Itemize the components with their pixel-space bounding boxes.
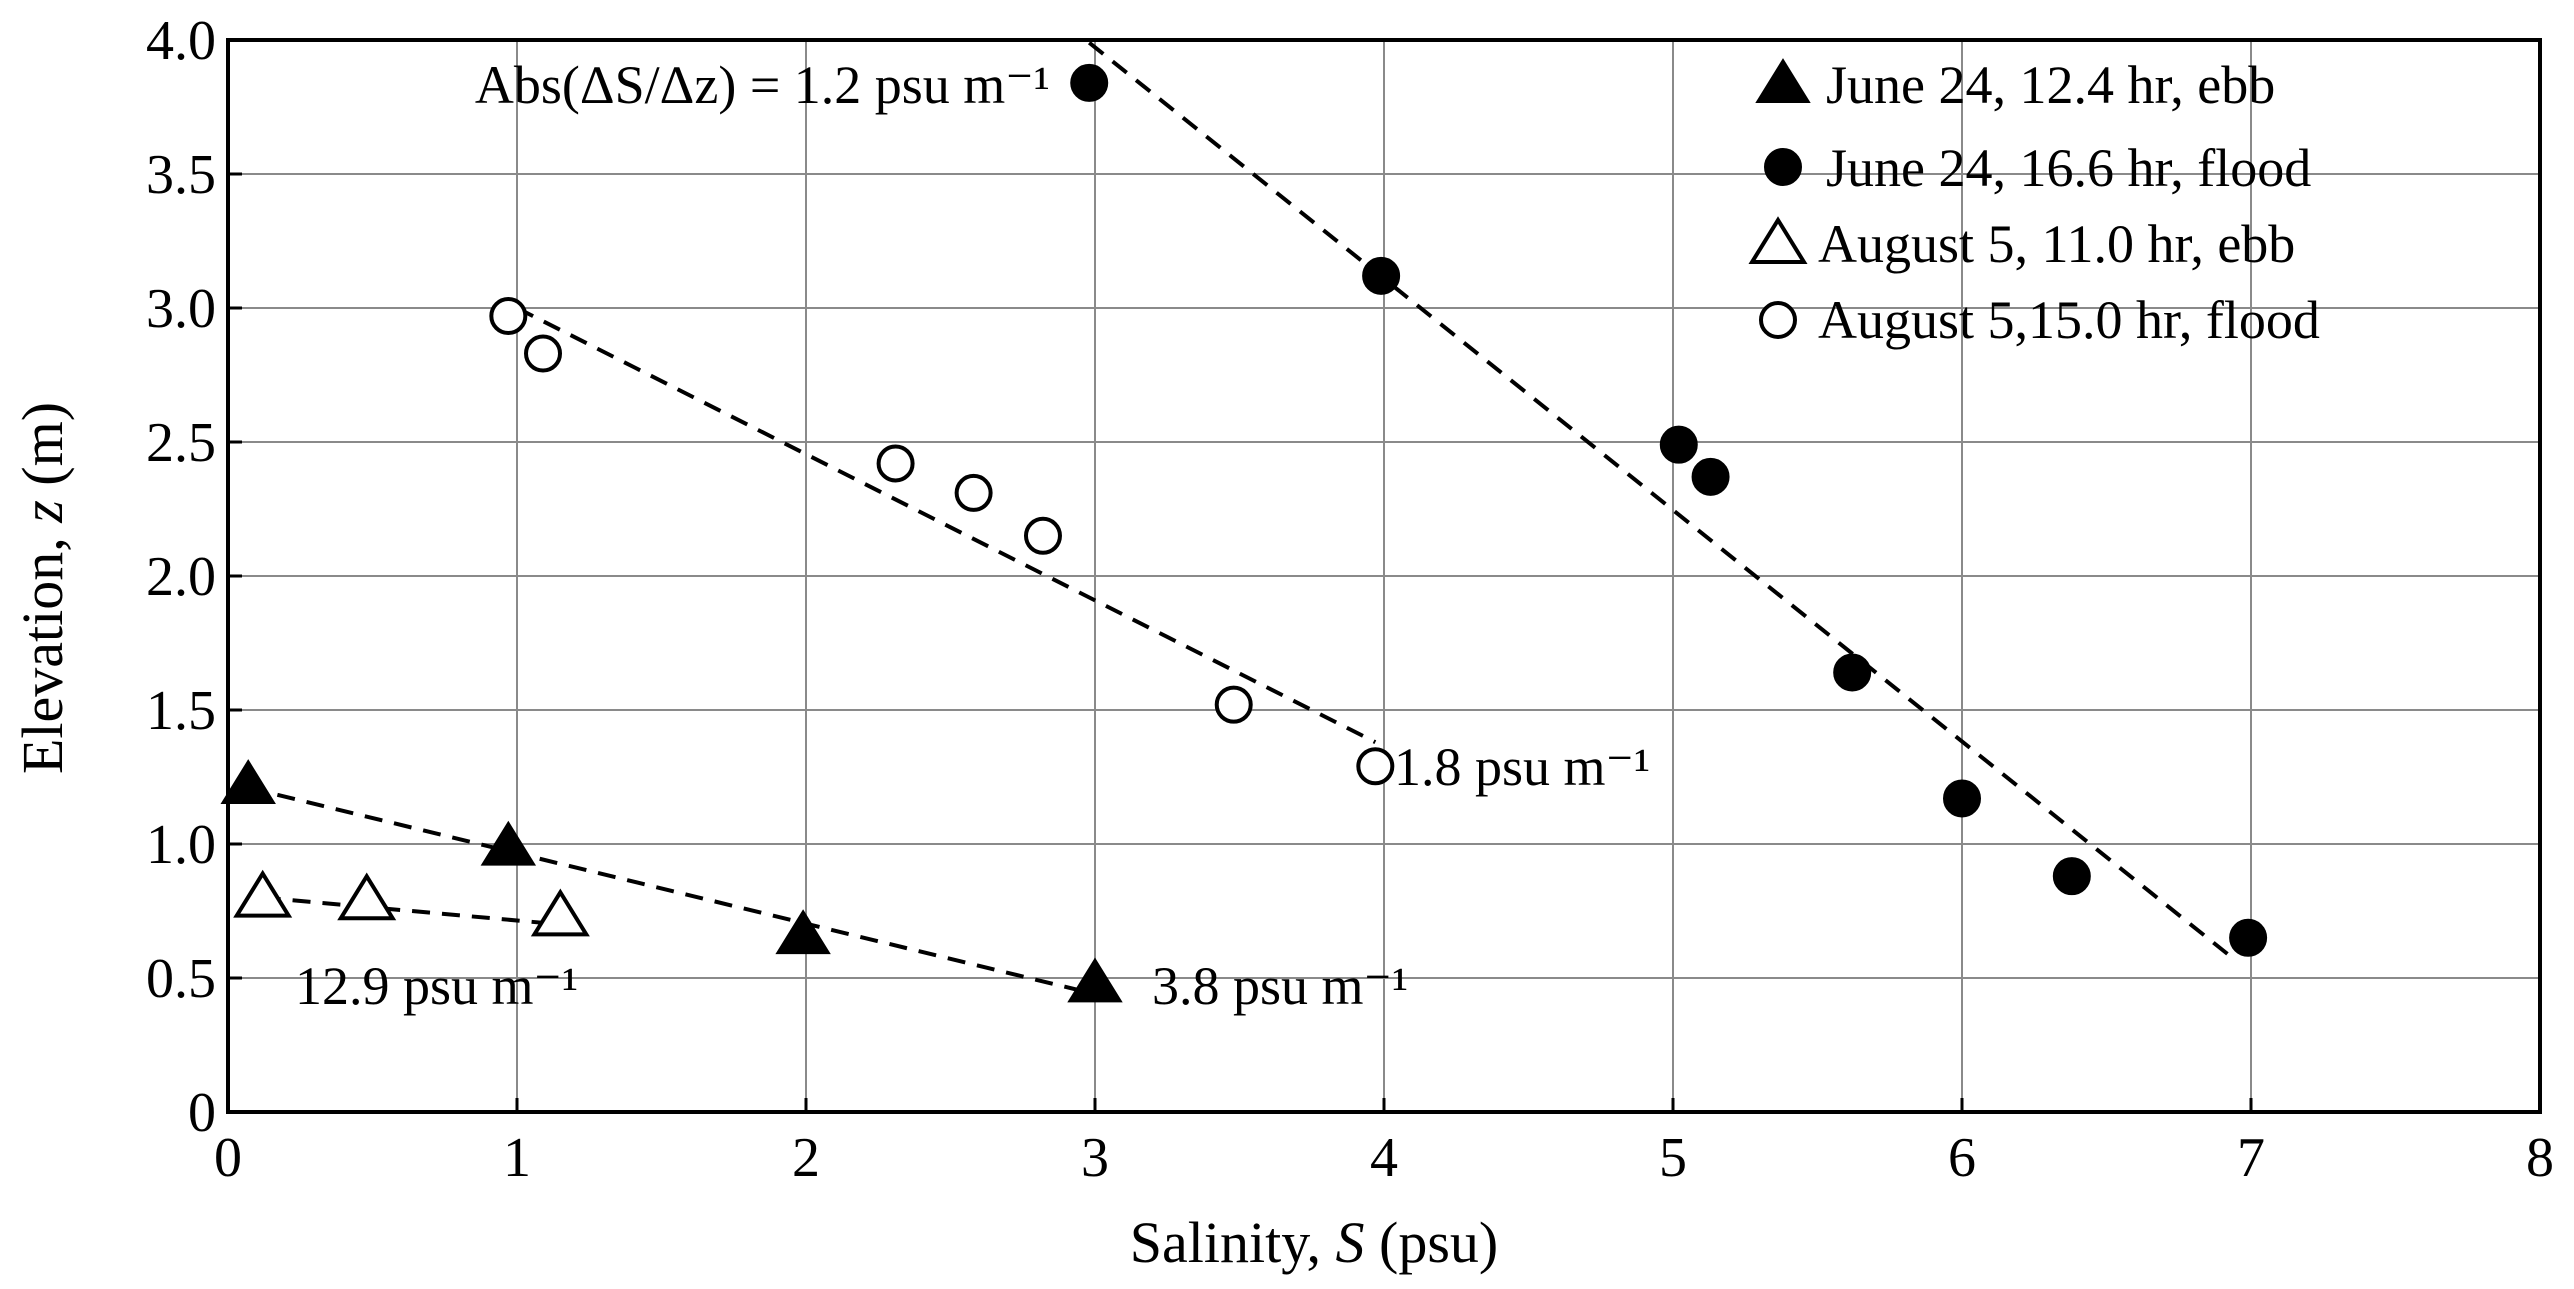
- fit-line-june24-flood: [1087, 41, 2233, 959]
- legend-label-aug5-flood: August 5,15.0 hr, flood: [1818, 290, 2320, 350]
- gradient-label-aug5-flood: 1.8 psu m⁻¹: [1394, 737, 1650, 797]
- point-june24-ebb: [775, 909, 831, 955]
- gradient-label-june24-flood: Abs(ΔS/Δz) = 1.2 psu m⁻¹: [475, 55, 1050, 115]
- y-tick-label: 3.5: [146, 144, 216, 206]
- point-june24-flood: [1943, 779, 1981, 818]
- point-aug5-flood: [876, 444, 915, 483]
- x-tick-label: 8: [2526, 1127, 2554, 1189]
- point-june24-ebb: [1067, 957, 1123, 1003]
- y-tick-label: 2.0: [146, 546, 216, 608]
- y-axis-title: Elevation, z (m): [10, 402, 75, 774]
- point-aug5-flood: [1214, 685, 1253, 724]
- point-june24-flood: [1833, 653, 1872, 692]
- legend-symbol-june24-flood: [1764, 148, 1802, 186]
- legend-symbol-june24-ebb: [1755, 58, 1811, 103]
- fit-line-aug5-flood: [516, 306, 1377, 744]
- gradient-label-aug5-ebb: 12.9 psu m⁻¹: [295, 956, 578, 1016]
- legend-label-june24-ebb: June 24, 12.4 hr, ebb: [1826, 55, 2275, 115]
- x-tick-label: 3: [1081, 1127, 1109, 1189]
- y-tick-label: 2.5: [146, 412, 216, 474]
- fit-lines: [247, 41, 2233, 997]
- fit-line-aug5-ebb: [262, 895, 561, 927]
- y-tick-label: 1.5: [146, 680, 216, 742]
- x-tick-label: 2: [792, 1127, 820, 1189]
- data-points: [220, 63, 2268, 1003]
- grid-lines: [228, 40, 2540, 1112]
- point-june24-flood: [1070, 63, 1109, 102]
- legend-symbol-aug5-ebb: [1748, 216, 1808, 264]
- gradient-annotations: 3.8 psu m⁻¹ Abs(ΔS/Δz) = 1.2 psu m⁻¹ 12.9 …: [295, 55, 1650, 1016]
- point-june24-flood: [2229, 918, 2268, 957]
- x-tick-label: 4: [1370, 1127, 1398, 1189]
- point-june24-flood: [1659, 425, 1698, 464]
- legend-label-june24-flood: June 24, 16.6 hr, flood: [1826, 138, 2311, 198]
- y-tick-label: 0: [188, 1082, 216, 1144]
- y-tick-label: 4.0: [146, 10, 216, 72]
- point-aug5-ebb: [337, 872, 397, 921]
- x-tick-label: 1: [503, 1127, 531, 1189]
- point-aug5-flood: [524, 334, 563, 373]
- y-tick-label: 0.5: [146, 948, 216, 1010]
- point-june24-flood: [2052, 857, 2091, 896]
- point-aug5-ebb: [233, 869, 293, 918]
- point-june24-ebb: [220, 759, 276, 805]
- fit-line-june24-ebb: [247, 785, 1096, 997]
- gradient-label-june24-ebb: 3.8 psu m⁻¹: [1152, 956, 1408, 1016]
- x-tick-label: 5: [1659, 1127, 1687, 1189]
- point-aug5-ebb: [530, 888, 590, 937]
- legend-label-aug5-ebb: August 5, 11.0 hr, ebb: [1818, 214, 2295, 274]
- point-aug5-flood: [954, 473, 993, 512]
- point-aug5-flood: [1023, 516, 1062, 555]
- legend: June 24, 12.4 hr, ebb June 24, 16.6 hr, …: [1748, 55, 2320, 350]
- point-aug5-flood: [1356, 747, 1395, 786]
- y-tick-label: 1.0: [146, 814, 216, 876]
- x-axis-title: Salinity, S (psu): [1130, 1210, 1498, 1275]
- y-tick-label: 3.0: [146, 278, 216, 340]
- legend-symbol-aug5-flood: [1759, 301, 1797, 339]
- axis-ticks: 0 1 2 3 4 5 6 7 8 0 0.5 1.0 1.5 2.0 2.5 3.0 3.5 4.0: [146, 10, 2554, 1189]
- legend-symbols: [1748, 58, 1811, 339]
- point-june24-flood: [1362, 256, 1401, 295]
- x-tick-label: 0: [214, 1127, 242, 1189]
- point-june24-flood: [1691, 457, 1730, 496]
- point-aug5-flood: [489, 297, 528, 336]
- x-tick-label: 6: [1948, 1127, 1976, 1189]
- x-tick-label: 7: [2237, 1127, 2265, 1189]
- point-june24-ebb: [480, 820, 537, 866]
